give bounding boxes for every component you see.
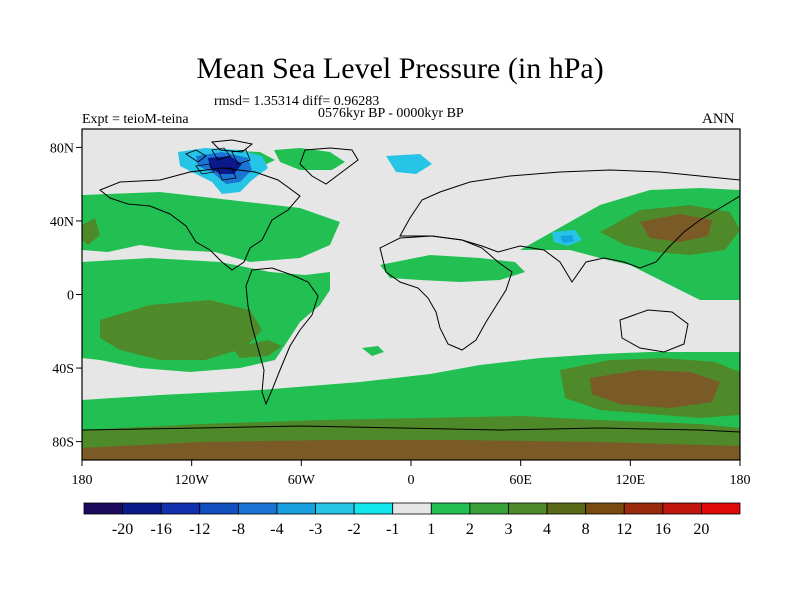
colorbar-label: 20 xyxy=(693,521,709,538)
colorbar-swatch xyxy=(160,502,201,515)
lat-tick-label: 40S xyxy=(52,362,74,377)
colorbar-label: -2 xyxy=(347,521,360,538)
colorbar-swatch xyxy=(701,502,741,515)
latitude-axis: 80N 40N 0 40S 80S xyxy=(50,141,82,451)
colorbar-label: 16 xyxy=(655,521,671,538)
negative-anomaly-regions xyxy=(178,148,582,246)
coastlines xyxy=(82,139,740,433)
colorbar-label: -3 xyxy=(309,521,322,538)
lat-tick-label: 80N xyxy=(50,141,74,156)
colorbar-swatch xyxy=(122,502,162,515)
map-panel xyxy=(82,129,740,460)
colorbar-swatch xyxy=(430,502,471,515)
lon-tick-label: 60E xyxy=(509,473,532,488)
arctic-archipelago-coast xyxy=(185,147,251,181)
colorbar-swatch xyxy=(585,502,625,515)
colorbar-label: -20 xyxy=(112,521,133,538)
colorbar-swatch xyxy=(276,502,316,515)
lon-tick-label: 180 xyxy=(72,473,93,488)
colorbar-swatch xyxy=(199,502,239,515)
colorbar-swatch xyxy=(315,502,355,515)
colorbar-label: 2 xyxy=(466,521,474,538)
colorbar-label: 3 xyxy=(504,521,512,538)
colorbar-label: 1 xyxy=(427,521,435,538)
colorbar-label: -1 xyxy=(386,521,399,538)
map-title: Mean Sea Level Pressure (in hPa) xyxy=(196,52,604,85)
lon-tick-label: 0 xyxy=(408,473,415,488)
longitude-axis: 180 120W 60W 0 60E 120E 180 xyxy=(72,460,751,488)
season-label: ANN xyxy=(702,111,735,127)
colorbar-swatch xyxy=(546,502,587,515)
lon-tick-label: 120W xyxy=(175,473,210,488)
lon-tick-label: 180 xyxy=(730,473,751,488)
colorbar-swatch xyxy=(353,502,394,515)
colorbar-label: 12 xyxy=(616,521,632,538)
colorbar-swatch xyxy=(392,502,432,515)
lat-tick-label: 40N xyxy=(50,215,74,230)
colorbar-label: 8 xyxy=(582,521,590,538)
experiment-label: Expt = teioM-teina xyxy=(82,112,189,127)
rmsd-diff-stats: rmsd= 1.35314 diff= 0.96283 xyxy=(214,94,380,109)
colorbar-label: -12 xyxy=(189,521,210,538)
colorbar-swatch xyxy=(237,502,278,515)
colorbar-label: -16 xyxy=(151,521,172,538)
time-period-label: 0576kyr BP - 0000kyr BP xyxy=(318,106,464,121)
colorbar-label: -8 xyxy=(232,521,245,538)
colorbar-label: -4 xyxy=(270,521,283,538)
colorbar-swatch xyxy=(83,502,123,515)
colorbar-swatch xyxy=(469,502,509,515)
anomaly-band-3-to-8 xyxy=(82,214,740,460)
lon-tick-label: 120E xyxy=(616,473,646,488)
lat-tick-label: 0 xyxy=(67,289,74,304)
colorbar-label: 4 xyxy=(543,521,551,538)
colorbar: -20 -16 -12 -8 -4 -3 -2 -1 1 2 3 4 8 12 16 20 xyxy=(83,502,741,538)
colorbar-swatch xyxy=(508,502,548,515)
colorbar-swatch xyxy=(623,502,664,515)
lat-tick-label: 80S xyxy=(52,436,74,451)
lon-tick-label: 60W xyxy=(288,473,316,488)
colorbar-swatch xyxy=(662,502,702,515)
